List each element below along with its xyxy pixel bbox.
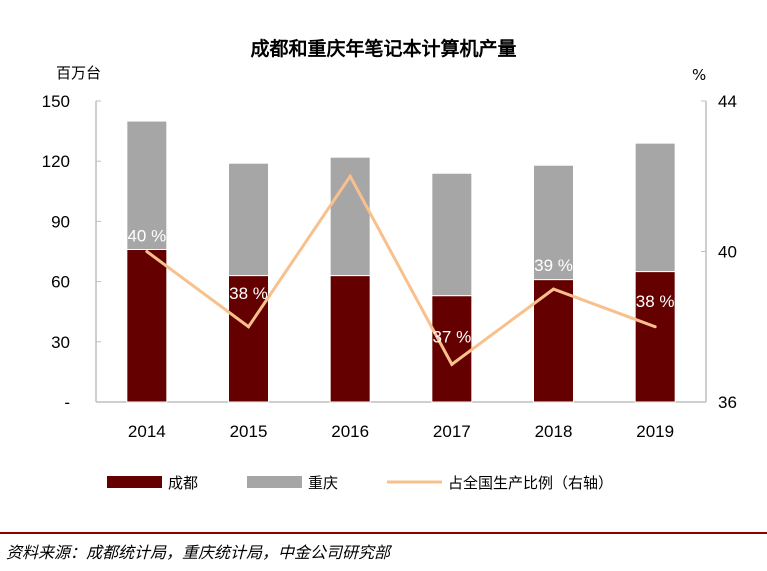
legend-label-ratio: 占全国生产比例（右轴） (448, 474, 613, 492)
legend-swatch-chongqing (247, 476, 302, 488)
ratio-data-label: 38 % (636, 292, 675, 311)
x-tick-label: 2016 (331, 422, 369, 441)
legend-label-chongqing: 重庆 (308, 474, 338, 492)
bar-chongqing (228, 162, 269, 277)
ratio-point (450, 362, 454, 366)
bar-chongqing (634, 142, 676, 273)
chart: - 30 60 90 120 150 36 40 44 百万台 % 2014 2015 2016 2017 2… (42, 64, 737, 492)
legend-swatch-chengdu (107, 476, 162, 488)
right-tick-label: 40 (718, 243, 737, 262)
legend-label-chengdu: 成都 (168, 474, 198, 492)
left-axis-label: 百万台 (56, 64, 101, 82)
bar-chengdu (329, 275, 371, 403)
right-tick-label: 36 (718, 393, 737, 412)
ratio-data-label: 38 % (229, 284, 268, 303)
source-note: 资料来源：成都统计局，重庆统计局，中金公司研究部 (6, 543, 391, 562)
right-tick-label: 44 (718, 92, 737, 111)
ratio-line (145, 173, 656, 367)
x-tick-label: 2018 (535, 422, 573, 441)
ratio-point (552, 287, 555, 291)
ratio-data-label: 37 % (432, 327, 471, 346)
left-tick-label: 30 (51, 333, 70, 352)
bar-chengdu (634, 271, 676, 403)
x-tick-label: 2017 (433, 422, 471, 441)
x-tick-label: 2014 (128, 422, 166, 441)
bar-chengdu (126, 248, 168, 403)
left-tick-label: 90 (51, 212, 70, 231)
bar-chongqing (533, 164, 574, 281)
ratio-point (653, 325, 657, 329)
source-divider (0, 532, 767, 534)
left-tick-label: 60 (51, 273, 70, 292)
ratio-data-label: 39 % (534, 256, 573, 275)
ratio-point (247, 325, 250, 329)
chart-title: 成都和重庆年笔记本计算机产量 (250, 38, 517, 60)
right-axis-label: % (692, 66, 706, 84)
ratio-point (348, 174, 352, 178)
ratio-data-label: 42 % (331, 121, 370, 140)
bar-chongqing (126, 120, 168, 250)
ratio-point (145, 250, 149, 253)
left-tick-label: 120 (42, 152, 70, 171)
x-tick-label: 2015 (230, 422, 268, 441)
ratio-data-label: 40 % (127, 227, 166, 246)
bar-chengdu (431, 295, 473, 403)
bar-chongqing (431, 172, 473, 297)
left-tick-label: 150 (42, 92, 70, 111)
x-tick-label: 2019 (636, 422, 674, 441)
left-tick-label: - (64, 393, 70, 412)
